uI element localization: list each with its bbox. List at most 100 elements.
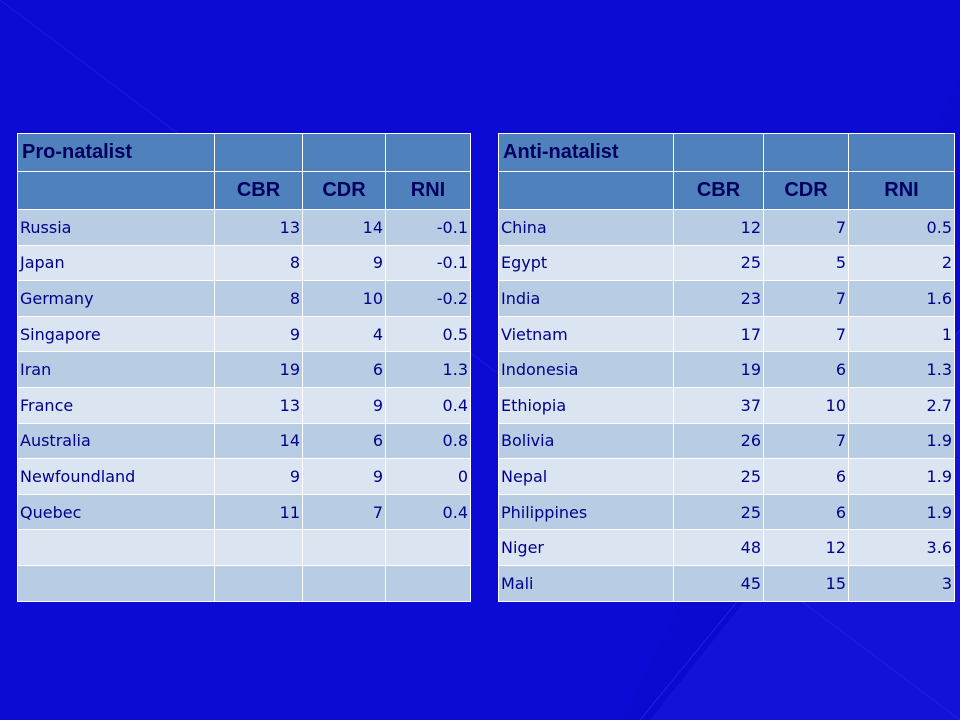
- country-cell: Ethiopia: [498, 386, 674, 424]
- table-row: Bolivia 26 7 1.9: [498, 422, 955, 460]
- rni-cell: 0.8: [385, 422, 471, 460]
- cbr-cell: 12: [673, 209, 764, 246]
- cbr-cell: 13: [214, 209, 303, 246]
- cdr-cell: 5: [763, 244, 849, 282]
- cdr-cell: 6: [302, 351, 386, 388]
- rni-cell: 3: [848, 564, 955, 602]
- cbr-cell: [214, 564, 303, 602]
- cbr-cell: 19: [673, 351, 764, 388]
- table-row: Mali 45 15 3: [498, 564, 955, 602]
- country-cell: Egypt: [498, 244, 674, 282]
- table-row: Ethiopia 37 10 2.7: [498, 386, 955, 424]
- cdr-cell: 6: [763, 351, 849, 388]
- cdr-cell: 4: [302, 315, 386, 353]
- table-row: France 13 9 0.4: [17, 386, 471, 424]
- cbr-cell: 23: [673, 280, 764, 317]
- country-cell: [17, 529, 215, 566]
- anti-natalist-header-row: CBR CDR RNI: [498, 171, 955, 210]
- country-cell: Japan: [17, 244, 215, 282]
- table-row: Iran 19 6 1.3: [17, 351, 471, 388]
- cdr-cell: 10: [763, 386, 849, 424]
- cdr-cell: 6: [763, 458, 849, 495]
- anti-natalist-title-row: Anti-natalist: [498, 133, 955, 172]
- table-row: Australia 14 6 0.8: [17, 422, 471, 460]
- cbr-cell: 13: [214, 386, 303, 424]
- rni-cell: 2.7: [848, 386, 955, 424]
- table-row: Philippines 25 6 1.9: [498, 493, 955, 531]
- column-header-cbr: CBR: [214, 171, 303, 210]
- country-cell: Singapore: [17, 315, 215, 353]
- country-cell: Germany: [17, 280, 215, 317]
- rni-cell: 3.6: [848, 529, 955, 566]
- table-row: Russia 13 14 -0.1: [17, 209, 471, 246]
- cbr-cell: 9: [214, 458, 303, 495]
- pro-natalist-title: Pro-natalist: [17, 133, 215, 172]
- cdr-cell: [302, 564, 386, 602]
- country-cell: Nepal: [498, 458, 674, 495]
- anti-natalist-title: Anti-natalist: [498, 133, 674, 172]
- pro-natalist-title-row: Pro-natalist: [17, 133, 471, 172]
- column-header-rni: RNI: [848, 171, 955, 210]
- table-row: Vietnam 17 7 1: [498, 315, 955, 353]
- country-cell: Niger: [498, 529, 674, 566]
- rni-cell: 1.9: [848, 458, 955, 495]
- country-cell: Vietnam: [498, 315, 674, 353]
- cbr-cell: [214, 529, 303, 566]
- rni-cell: -0.2: [385, 280, 471, 317]
- table-row: India 23 7 1.6: [498, 280, 955, 317]
- cbr-cell: 17: [673, 315, 764, 353]
- table-row: Japan 8 9 -0.1: [17, 244, 471, 282]
- rni-cell: 0.4: [385, 386, 471, 424]
- table-row: Quebec 11 7 0.4: [17, 493, 471, 531]
- cbr-cell: 37: [673, 386, 764, 424]
- cdr-cell: 12: [763, 529, 849, 566]
- cdr-cell: 14: [302, 209, 386, 246]
- country-cell: France: [17, 386, 215, 424]
- pro-natalist-header-row: CBR CDR RNI: [17, 171, 471, 210]
- table-row: [17, 564, 471, 602]
- country-cell: Iran: [17, 351, 215, 388]
- country-cell: Australia: [17, 422, 215, 460]
- country-cell: Newfoundland: [17, 458, 215, 495]
- country-cell: Philippines: [498, 493, 674, 531]
- rni-cell: 0.5: [848, 209, 955, 246]
- table-row: Germany 8 10 -0.2: [17, 280, 471, 317]
- column-header-rni: RNI: [385, 171, 471, 210]
- rni-cell: -0.1: [385, 244, 471, 282]
- table-row: [17, 529, 471, 566]
- cdr-cell: 15: [763, 564, 849, 602]
- country-cell: Russia: [17, 209, 215, 246]
- cbr-cell: 48: [673, 529, 764, 566]
- table-row: Newfoundland 9 9 0: [17, 458, 471, 495]
- cdr-cell: 7: [763, 422, 849, 460]
- cdr-cell: 6: [763, 493, 849, 531]
- country-cell: Mali: [498, 564, 674, 602]
- country-cell: China: [498, 209, 674, 246]
- cbr-cell: 9: [214, 315, 303, 353]
- cbr-cell: 14: [214, 422, 303, 460]
- cbr-cell: 26: [673, 422, 764, 460]
- cdr-cell: [302, 529, 386, 566]
- cdr-cell: 10: [302, 280, 386, 317]
- pro-natalist-table: Pro-natalist CBR CDR RNI Russia 13 14 -0.1 J…: [17, 133, 471, 602]
- country-cell: Bolivia: [498, 422, 674, 460]
- table-row: Niger 48 12 3.6: [498, 529, 955, 566]
- column-header-cdr: CDR: [302, 171, 386, 210]
- cdr-cell: 7: [763, 315, 849, 353]
- cbr-cell: 25: [673, 493, 764, 531]
- cbr-cell: 11: [214, 493, 303, 531]
- country-cell: [17, 564, 215, 602]
- rni-cell: 1.9: [848, 493, 955, 531]
- cdr-cell: 9: [302, 458, 386, 495]
- cbr-cell: 45: [673, 564, 764, 602]
- table-row: China 12 7 0.5: [498, 209, 955, 246]
- rni-cell: 0: [385, 458, 471, 495]
- rni-cell: 1.9: [848, 422, 955, 460]
- column-header-cdr: CDR: [763, 171, 849, 210]
- rni-cell: 1.3: [385, 351, 471, 388]
- table-row: Egypt 25 5 2: [498, 244, 955, 282]
- rni-cell: [385, 564, 471, 602]
- rni-cell: [385, 529, 471, 566]
- country-cell: India: [498, 280, 674, 317]
- rni-cell: 1.6: [848, 280, 955, 317]
